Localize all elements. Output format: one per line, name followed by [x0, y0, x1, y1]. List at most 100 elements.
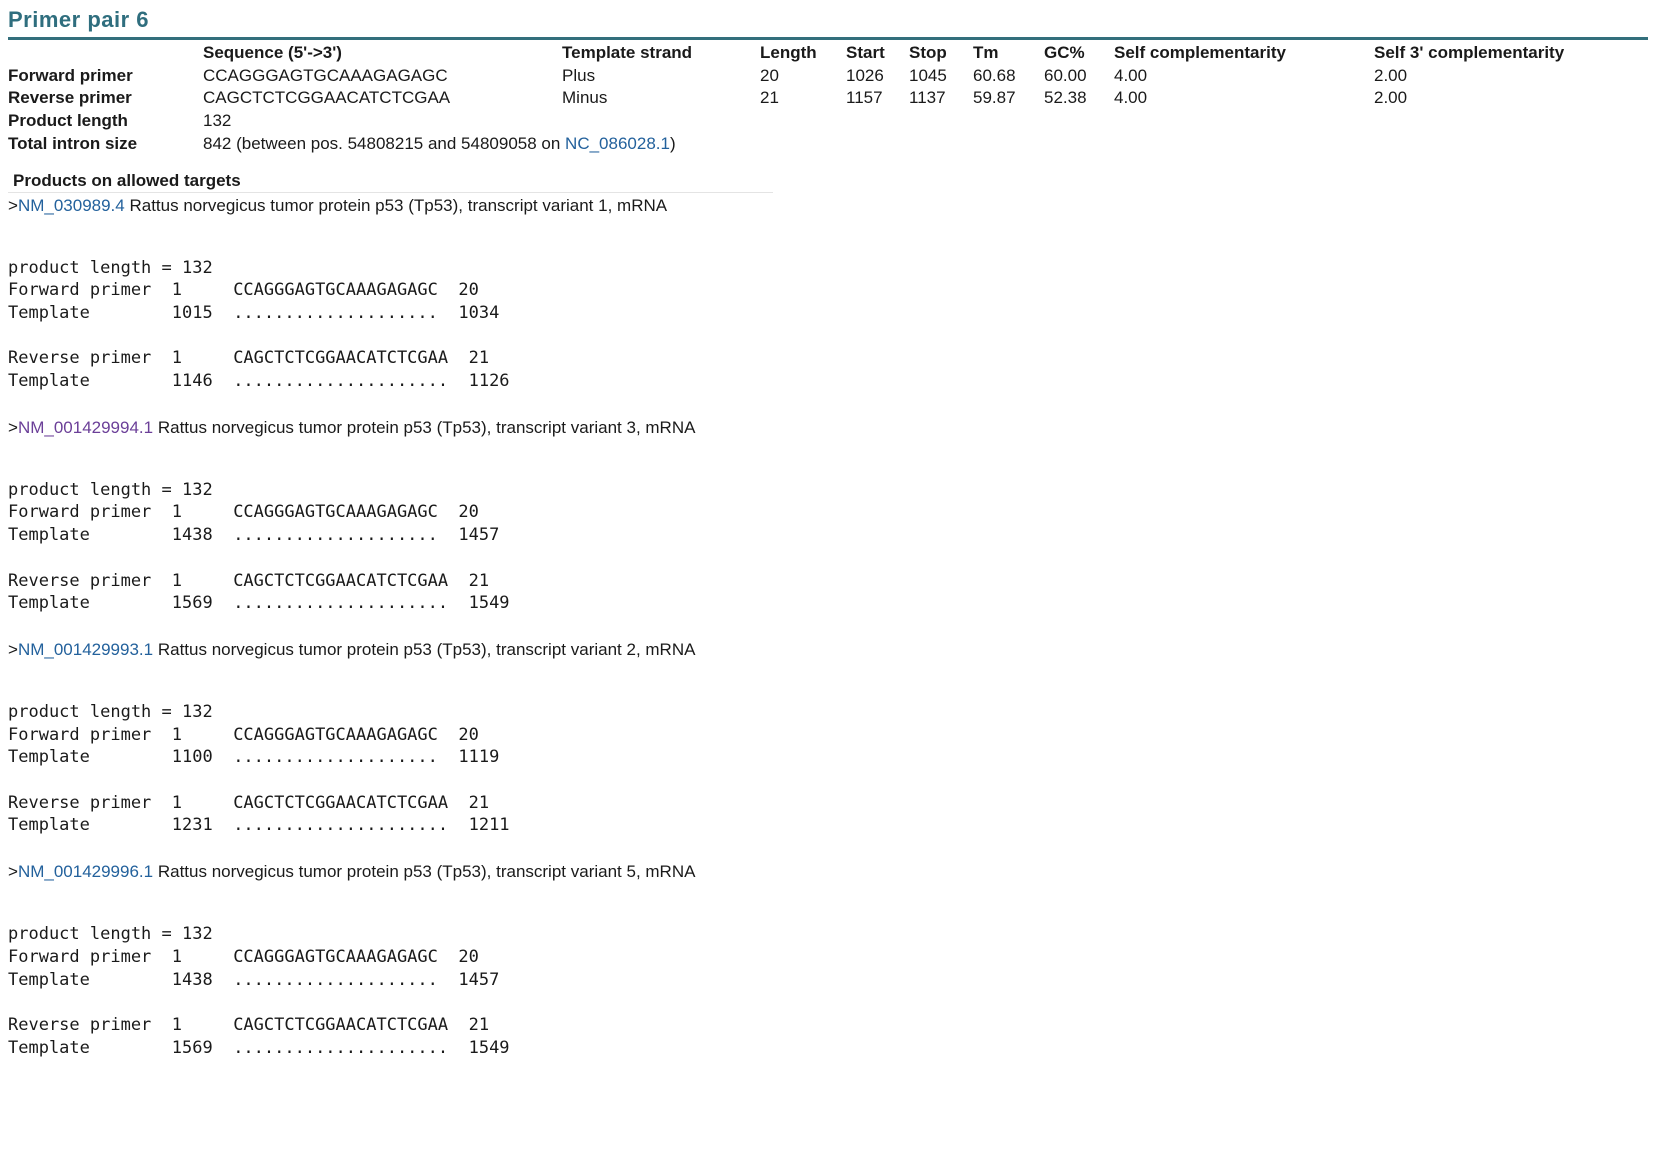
- align-end: 1126: [468, 371, 510, 392]
- align-start: 1015: [171, 302, 234, 323]
- row-label: Product length: [8, 111, 128, 131]
- reverse-template-line: Template 1569 ..................... 1549: [8, 592, 1648, 615]
- align-end: 21: [468, 570, 490, 591]
- align-sequence: .....................: [233, 1037, 469, 1058]
- align-label: Forward primer: [8, 724, 172, 745]
- forward-primer-line: Forward primer 1 CCAGGGAGTGCAAAGAGAGC 20: [8, 501, 1648, 524]
- align-sequence: CAGCTCTCGGAACATCTCGAA: [233, 570, 469, 591]
- align-end: 1549: [468, 1037, 510, 1058]
- target-header: >NM_001429993.1 Rattus norvegicus tumor …: [8, 638, 1648, 662]
- align-end: 1034: [458, 302, 500, 323]
- align-label: Template: [8, 1037, 172, 1058]
- accession-link[interactable]: NM_001429994.1: [17, 417, 154, 437]
- header-stop: Stop: [909, 43, 947, 62]
- align-sequence: CCAGGGAGTGCAAAGAGAGC: [233, 724, 459, 745]
- target-description: Rattus norvegicus tumor protein p53 (Tp5…: [124, 195, 668, 215]
- alignment-block: product length = 132 Forward primer 1 CCA…: [8, 701, 1648, 837]
- product-length-line: product length = 132: [8, 701, 213, 722]
- align-start: 1438: [171, 525, 234, 546]
- align-start: 1100: [171, 747, 234, 768]
- cell-start: 1026: [846, 65, 884, 85]
- reverse-primer-line: Reverse primer 1 CAGCTCTCGGAACATCTCGAA 2…: [8, 347, 1648, 370]
- header-tm: Tm: [973, 43, 999, 62]
- align-end: 20: [458, 502, 479, 523]
- align-start: 1: [171, 570, 234, 591]
- header-self-complementarity: Self complementarity: [1114, 43, 1286, 62]
- align-start: 1: [171, 724, 234, 745]
- product-length-value: 132: [203, 111, 232, 131]
- forward-template-line: Template 1438 .................... 1457: [8, 524, 1648, 547]
- align-label: Template: [8, 969, 172, 990]
- align-sequence: CAGCTCTCGGAACATCTCGAA: [233, 1014, 469, 1035]
- align-end: 1119: [458, 747, 500, 768]
- forward-template-line: Template 1438 .................... 1457: [8, 969, 1648, 992]
- forward-template-line: Template 1015 .................... 1034: [8, 302, 1648, 325]
- header-sequence: Sequence (5'->3'): [203, 43, 342, 62]
- cell-length: 21: [760, 88, 779, 108]
- align-end: 20: [458, 280, 479, 301]
- alignment-block: product length = 132 Forward primer 1 CCA…: [8, 479, 1648, 615]
- align-sequence: CCAGGGAGTGCAAAGAGAGC: [233, 946, 459, 967]
- align-label: Reverse primer: [8, 348, 172, 369]
- header-length: Length: [760, 43, 817, 62]
- product-length-line: product length = 132: [8, 479, 213, 500]
- reverse-template-line: Template 1146 ..................... 1126: [8, 370, 1648, 393]
- align-sequence: .....................: [233, 371, 469, 392]
- intron-size-value: 842 (between pos. 54808215 and 54809058 …: [203, 133, 1564, 156]
- reverse-template-line: Template 1569 ..................... 1549: [8, 1037, 1648, 1060]
- intron-text-close: ): [669, 133, 676, 153]
- align-label: Forward primer: [8, 280, 172, 301]
- align-label: Template: [8, 815, 172, 836]
- reverse-primer-line: Reverse primer 1 CAGCTCTCGGAACATCTCGAA 2…: [8, 1014, 1648, 1037]
- cell-start: 1157: [846, 88, 883, 108]
- header-template-strand: Template strand: [562, 43, 693, 62]
- row-label: Reverse primer: [8, 88, 132, 108]
- target-header: >NM_001429996.1 Rattus norvegicus tumor …: [8, 860, 1648, 884]
- cell-strand: Plus: [562, 65, 596, 85]
- primer-pair-section: Primer pair 6 Sequence (5'->3') Template…: [8, 0, 1648, 1059]
- align-start: 1: [171, 1014, 234, 1035]
- align-sequence: ....................: [233, 747, 459, 768]
- forward-primer-line: Forward primer 1 CCAGGGAGTGCAAAGAGAGC 20: [8, 724, 1648, 747]
- align-label: Reverse primer: [8, 792, 172, 813]
- row-label: Total intron size: [8, 133, 138, 153]
- align-end: 1457: [458, 969, 500, 990]
- target-block: >NM_001429996.1 Rattus norvegicus tumor …: [8, 860, 1648, 1059]
- accession-link[interactable]: NM_001429996.1: [17, 862, 154, 882]
- chromosome-link[interactable]: NC_086028.1: [565, 133, 670, 153]
- header-blank: [8, 42, 203, 65]
- align-sequence: CAGCTCTCGGAACATCTCGAA: [233, 348, 469, 369]
- align-end: 1457: [458, 525, 500, 546]
- forward-primer-row: Forward primer CCAGGGAGTGCAAAGAGAGC Plus…: [8, 65, 1564, 88]
- cell-tm: 59.87: [973, 88, 1016, 108]
- cell-self-3-comp: 2.00: [1374, 88, 1408, 108]
- header-gc: GC%: [1044, 43, 1085, 62]
- align-label: Template: [8, 371, 172, 392]
- forward-primer-line: Forward primer 1 CCAGGGAGTGCAAAGAGAGC 20: [8, 946, 1648, 969]
- align-start: 1: [171, 280, 234, 301]
- align-start: 1438: [171, 969, 234, 990]
- align-label: Template: [8, 302, 172, 323]
- cell-stop: 1045: [909, 65, 947, 85]
- spacer: [8, 769, 1648, 792]
- align-start: 1: [171, 792, 234, 813]
- accession-link[interactable]: NM_030989.4: [17, 195, 125, 215]
- align-sequence: CAGCTCTCGGAACATCTCGAA: [233, 792, 469, 813]
- target-block: >NM_030989.4 Rattus norvegicus tumor pro…: [8, 194, 1648, 393]
- cell-gc: 60.00: [1044, 65, 1087, 85]
- align-sequence: CCAGGGAGTGCAAAGAGAGC: [233, 280, 459, 301]
- cell-gc: 52.38: [1044, 88, 1087, 108]
- align-end: 20: [458, 724, 479, 745]
- fasta-prefix: >: [8, 417, 18, 437]
- fasta-prefix: >: [8, 862, 18, 882]
- header-start: Start: [846, 43, 885, 62]
- accession-link[interactable]: NM_001429993.1: [17, 639, 154, 659]
- align-end: 1211: [468, 815, 510, 836]
- product-length-line: product length = 132: [8, 924, 213, 945]
- align-sequence: .....................: [233, 815, 469, 836]
- page-title: Primer pair 6: [8, 7, 150, 32]
- table-header-row: Sequence (5'->3') Template strand Length…: [8, 42, 1564, 65]
- cell-stop: 1137: [909, 88, 946, 108]
- align-sequence: ....................: [233, 525, 459, 546]
- cell-strand: Minus: [562, 88, 608, 108]
